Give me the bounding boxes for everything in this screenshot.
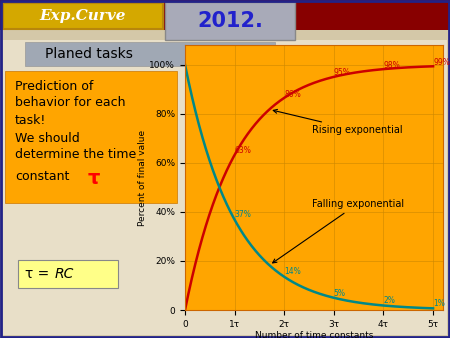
Text: We should: We should xyxy=(15,131,80,145)
FancyBboxPatch shape xyxy=(165,2,295,40)
FancyBboxPatch shape xyxy=(18,260,118,288)
Text: 2012.: 2012. xyxy=(197,11,263,31)
Text: 99%: 99% xyxy=(433,58,450,67)
X-axis label: Number of time constants: Number of time constants xyxy=(255,332,373,338)
Text: τ: τ xyxy=(88,169,100,188)
Text: 95%: 95% xyxy=(334,68,351,77)
Text: τ =: τ = xyxy=(25,267,54,281)
Text: behavior for each: behavior for each xyxy=(15,97,126,110)
Text: 63%: 63% xyxy=(234,146,252,155)
Text: Prediction of: Prediction of xyxy=(15,79,94,93)
Text: determine the time: determine the time xyxy=(15,148,136,162)
Text: 14%: 14% xyxy=(284,267,301,276)
Text: 2%: 2% xyxy=(383,296,396,305)
Text: 86%: 86% xyxy=(284,90,301,99)
Text: Planed tasks: Planed tasks xyxy=(45,47,133,61)
Text: 37%: 37% xyxy=(234,210,252,219)
Y-axis label: Percent of final value: Percent of final value xyxy=(138,129,147,225)
FancyBboxPatch shape xyxy=(3,40,447,335)
Text: 98%: 98% xyxy=(383,61,400,70)
FancyBboxPatch shape xyxy=(5,71,177,203)
FancyBboxPatch shape xyxy=(25,42,275,66)
FancyBboxPatch shape xyxy=(3,3,163,29)
Text: Rising exponential: Rising exponential xyxy=(273,110,402,135)
FancyBboxPatch shape xyxy=(0,0,450,30)
Text: Exp.Curve: Exp.Curve xyxy=(40,9,126,23)
Text: 5%: 5% xyxy=(334,289,346,298)
Text: constant: constant xyxy=(15,169,69,183)
Text: RC: RC xyxy=(55,267,74,281)
Text: task!: task! xyxy=(15,114,46,126)
Text: Falling exponential: Falling exponential xyxy=(273,199,404,263)
Text: 1%: 1% xyxy=(433,298,445,308)
